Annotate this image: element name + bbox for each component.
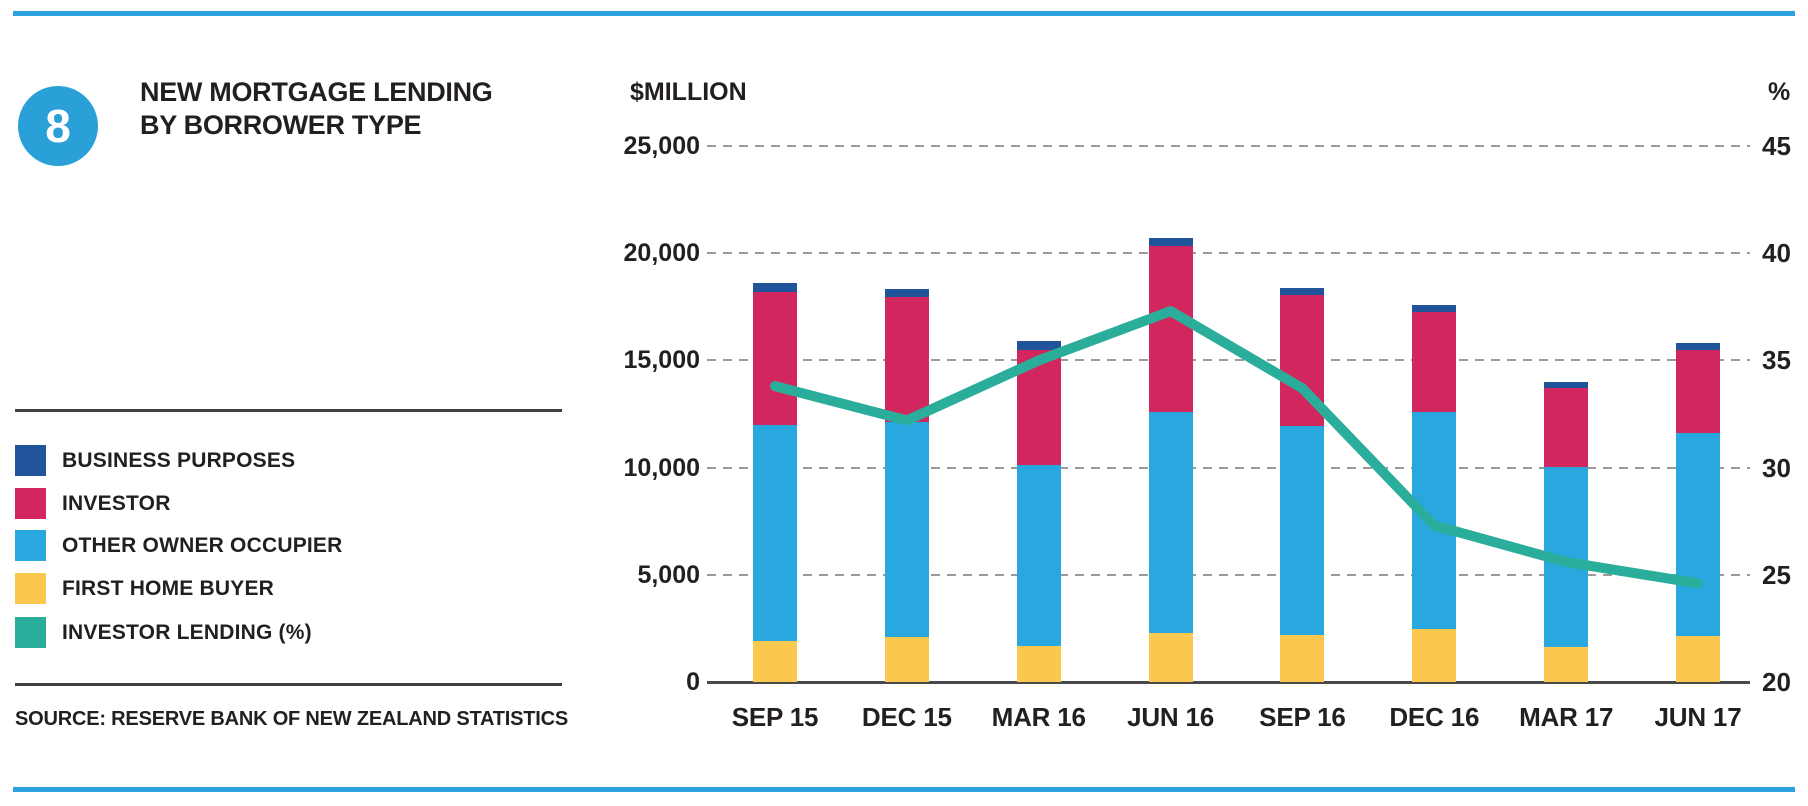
bar-segment-investor <box>1675 349 1720 434</box>
bar-segment-investor <box>1412 312 1457 412</box>
legend-swatch <box>15 573 46 604</box>
legend-item-investor-lending: INVESTOR LENDING (%) <box>15 617 312 648</box>
bar-segment-first-home-buyer <box>1148 632 1193 682</box>
legend-item-first-home-buyer: FIRST HOME BUYER <box>15 573 274 604</box>
gridline <box>707 252 1750 255</box>
gridline <box>707 359 1750 362</box>
x-axis-label-jun-16: JUN 16 <box>1127 702 1215 732</box>
legend-swatch <box>15 530 46 561</box>
bar-segment-other-owner-occupier <box>1148 411 1193 633</box>
bar-segment-other-owner-occupier <box>1016 465 1061 646</box>
right-axis-tick: 30 <box>1762 452 1791 483</box>
legend-rule-bottom <box>15 683 562 686</box>
left-axis-tick: 5,000 <box>637 560 700 589</box>
bar-segment-business-purposes <box>884 288 929 298</box>
bar-mar-17 <box>1544 381 1589 682</box>
legend-rule-top <box>15 409 562 412</box>
bar-jun-16 <box>1148 238 1193 682</box>
top-accent-rule <box>13 11 1795 16</box>
bar-dec-15 <box>884 288 929 682</box>
gridline <box>707 573 1750 576</box>
legend-label: INVESTOR LENDING (%) <box>62 620 312 644</box>
bar-segment-other-owner-occupier <box>1280 425 1325 635</box>
right-axis-tick: 45 <box>1762 131 1791 161</box>
left-axis-tick: 0 <box>686 668 700 696</box>
legend-label: FIRST HOME BUYER <box>62 576 275 600</box>
right-axis-tick: 40 <box>1762 238 1791 269</box>
legend-swatch <box>15 445 46 476</box>
right-axis-tick: 20 <box>1762 667 1791 697</box>
figure-number: 8 <box>45 100 71 152</box>
right-axis-tick: 25 <box>1762 559 1791 590</box>
bar-segment-other-owner-occupier <box>753 424 797 642</box>
bar-segment-business-purposes <box>1016 341 1061 350</box>
bottom-accent-rule <box>13 787 1795 792</box>
left-axis-tick: 10,000 <box>623 453 700 482</box>
x-axis-label-jun-17: JUN 17 <box>1654 702 1742 732</box>
bar-mar-16 <box>1016 341 1061 682</box>
chart-title-line1: NEW MORTGAGE LENDING <box>140 77 493 107</box>
left-axis-tick: 20,000 <box>623 239 700 268</box>
bar-segment-first-home-buyer <box>1280 634 1325 682</box>
plot-area <box>707 145 1750 684</box>
source-text: SOURCE: RESERVE BANK OF NEW ZEALAND STAT… <box>15 708 569 730</box>
bar-sep-15 <box>753 283 797 682</box>
bar-segment-first-home-buyer <box>1544 646 1589 682</box>
x-axis-labels: SEP 15 DEC 15 MAR 16 JUN 16 SEP 16 DEC 16 MAR … <box>707 702 1750 742</box>
gridline <box>707 145 1750 147</box>
bar-segment-investor <box>884 297 929 422</box>
left-axis-title: $MILLION <box>630 78 747 106</box>
chart-title-line2: BY BORROWER TYPE <box>140 110 422 140</box>
legend-label: INVESTOR <box>62 491 171 515</box>
bar-sep-16 <box>1280 287 1325 682</box>
right-axis-tick: 35 <box>1762 345 1791 376</box>
bar-segment-business-purposes <box>1412 304 1457 313</box>
bar-segment-first-home-buyer <box>1675 635 1720 682</box>
bar-segment-first-home-buyer <box>1412 629 1457 682</box>
left-axis-ticks: 25,000 20,000 15,000 10,000 5,000 0 <box>550 0 700 806</box>
legend-label: OTHER OWNER OCCUPIER <box>62 533 343 557</box>
bar-segment-business-purposes <box>1148 238 1193 246</box>
x-axis-label-mar-17: MAR 17 <box>1519 702 1614 732</box>
x-axis-label-sep-16: SEP 16 <box>1259 702 1346 732</box>
legend-item-other-owner-occupier: OTHER OWNER OCCUPIER <box>15 530 343 561</box>
investor-lending-line <box>770 306 1703 589</box>
bar-segment-other-owner-occupier <box>1675 433 1720 636</box>
figure-number-badge: 8 <box>18 86 98 166</box>
investor-lending-line-layer <box>770 306 1703 589</box>
bar-segment-business-purposes <box>1675 343 1720 350</box>
bar-segment-other-owner-occupier <box>884 421 929 637</box>
legend-swatch <box>15 617 46 648</box>
legend-label: BUSINESS PURPOSES <box>62 448 296 472</box>
left-axis-tick: 15,000 <box>623 346 700 375</box>
left-axis-tick: 25,000 <box>623 132 700 160</box>
bar-segment-business-purposes <box>1544 381 1589 389</box>
bar-segment-investor <box>753 291 797 425</box>
x-axis-label-mar-16: MAR 16 <box>991 702 1086 732</box>
legend-swatch <box>15 488 46 519</box>
legend-item-investor: INVESTOR <box>15 488 171 519</box>
bar-segment-investor <box>1544 388 1589 467</box>
x-axis-label-dec-16: DEC 16 <box>1389 702 1480 732</box>
bar-jun-17 <box>1675 343 1720 682</box>
bar-segment-investor <box>1148 245 1193 412</box>
right-axis-title: % <box>1768 78 1791 106</box>
right-axis-ticks: 45 40 35 30 25 20 <box>1762 0 1802 806</box>
chart-title: NEW MORTGAGE LENDING BY BORROWER TYPE <box>140 76 493 142</box>
x-axis-label-dec-15: DEC 15 <box>861 702 952 732</box>
bar-segment-first-home-buyer <box>884 636 929 682</box>
bar-segment-business-purposes <box>1280 287 1325 296</box>
bar-segment-business-purposes <box>753 283 797 292</box>
bar-segment-first-home-buyer <box>753 641 797 682</box>
bar-segment-first-home-buyer <box>1016 645 1061 682</box>
x-axis-line <box>707 681 1750 684</box>
x-axis-label-sep-15: SEP 15 <box>731 702 819 732</box>
legend-item-business-purposes: BUSINESS PURPOSES <box>15 445 295 476</box>
gridline <box>707 466 1750 469</box>
